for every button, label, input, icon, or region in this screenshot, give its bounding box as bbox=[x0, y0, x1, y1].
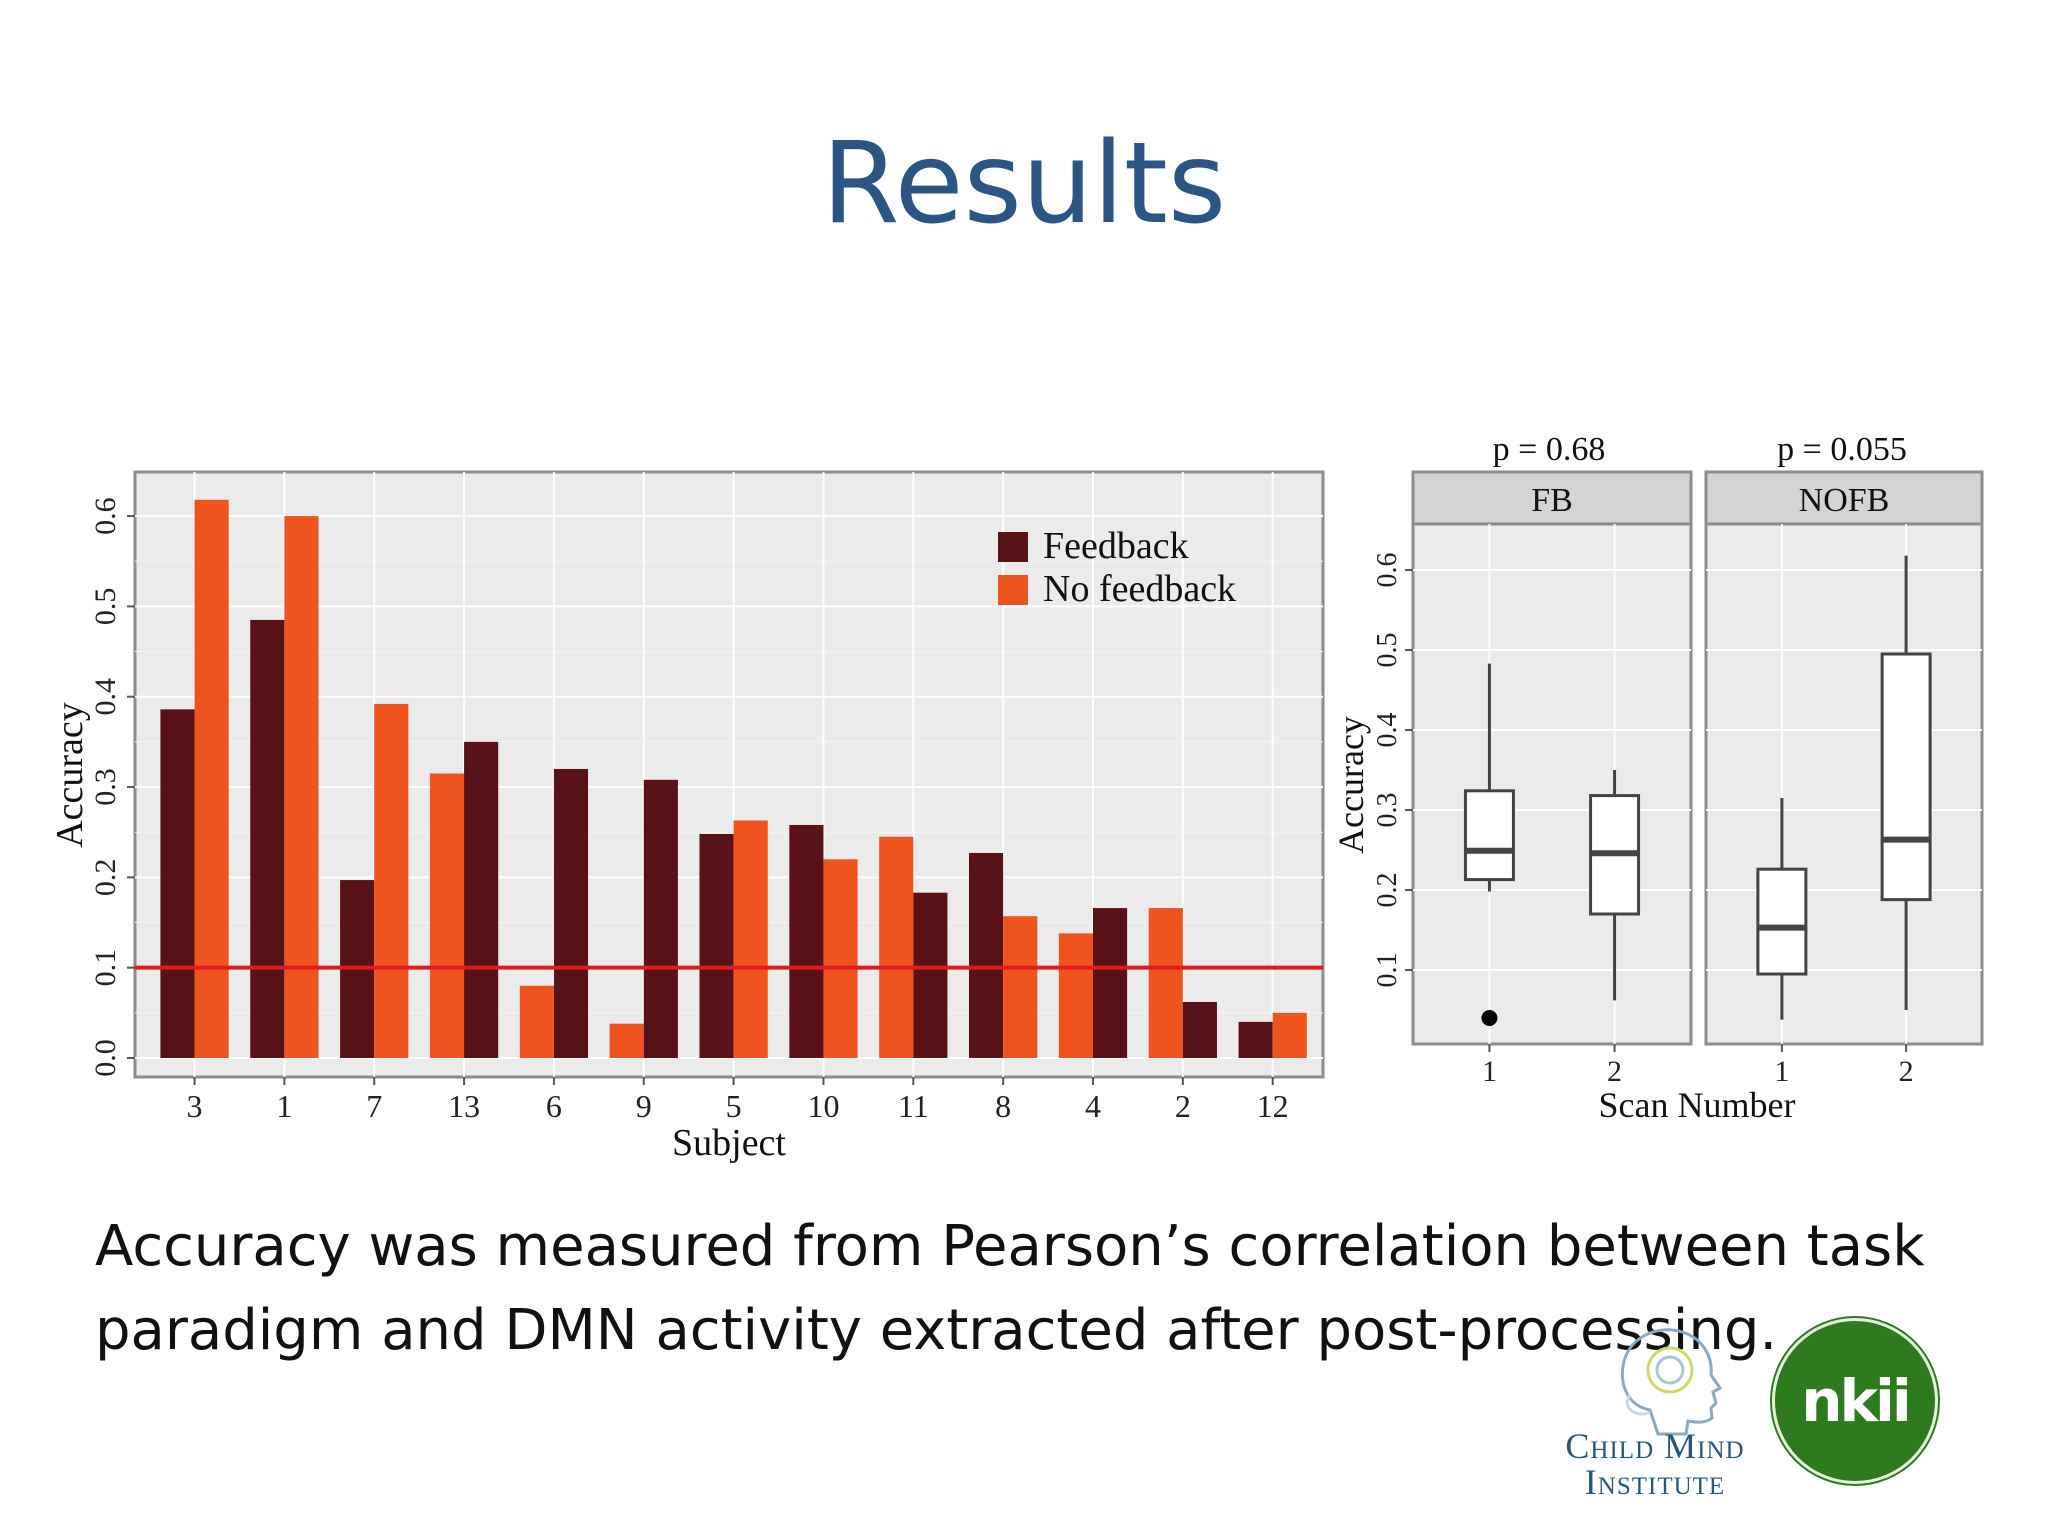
box-panel-fb-strip-label: FB bbox=[1531, 482, 1573, 519]
bar-feedback-5 bbox=[699, 834, 734, 1058]
bar-x-tick-label: 8 bbox=[995, 1088, 1011, 1124]
nkii-logo-text: nkii bbox=[1801, 1367, 1912, 1435]
bar-no-feedback-11 bbox=[879, 836, 914, 1058]
box-x-tick-label: 2 bbox=[1607, 1055, 1622, 1088]
bar-feedback-1 bbox=[250, 619, 285, 1058]
bar-no-feedback-6 bbox=[519, 985, 554, 1058]
bar-chart: 0.00.10.20.30.40.50.6 3 1 7 13 6 9 5 10 11 8 4 2 12 … bbox=[49, 470, 1325, 1164]
box-iqr-nofb-1 bbox=[1756, 867, 1808, 976]
bar-chart-y-ticks: 0.0 0.1 0.2 0.3 0.4 0.5 0.6 bbox=[89, 497, 135, 1077]
bar-feedback-10 bbox=[789, 824, 824, 1058]
bar-x-tick-label: 3 bbox=[187, 1088, 203, 1124]
bar-feedback-11 bbox=[913, 892, 948, 1058]
bar-feedback-6 bbox=[553, 768, 589, 1058]
bar-y-tick-label: 0.5 bbox=[89, 588, 122, 626]
bar-chart-x-ticks: 3 1 7 13 6 9 5 10 11 8 4 2 12 bbox=[187, 1077, 1289, 1124]
box-y-tick-label: 0.6 bbox=[1372, 553, 1403, 588]
box-plot-y-label: Accuracy bbox=[1331, 716, 1371, 854]
cmi-wordmark-line-2: Institute bbox=[1584, 1462, 1726, 1502]
bar-y-tick-label: 0.1 bbox=[89, 949, 122, 987]
box-iqr-fb-1 bbox=[1463, 789, 1515, 882]
box-x-tick-label: 2 bbox=[1899, 1055, 1914, 1088]
box-x-tick-label: 1 bbox=[1482, 1055, 1497, 1088]
box-y-tick-label: 0.2 bbox=[1372, 873, 1403, 908]
slide-title: Results bbox=[821, 119, 1227, 249]
head-profile-icon bbox=[1620, 1328, 1723, 1436]
bar-no-feedback-8 bbox=[1003, 916, 1038, 1058]
box-panel-nofb-strip bbox=[1704, 470, 1984, 526]
legend-swatch-feedback bbox=[998, 532, 1028, 562]
box-panel-fb-strip bbox=[1411, 470, 1693, 526]
box-y-tick-label: 0.4 bbox=[1372, 713, 1403, 748]
bar-no-feedback-4 bbox=[1058, 933, 1093, 1058]
bar-y-tick-label: 0.3 bbox=[89, 768, 122, 806]
bar-feedback-4 bbox=[1092, 908, 1128, 1058]
box-outlier-point bbox=[1481, 1010, 1498, 1026]
bar-no-feedback-10 bbox=[823, 859, 858, 1058]
bar-feedback-3 bbox=[160, 709, 195, 1058]
child-mind-institute-logo bbox=[1620, 1328, 1723, 1436]
bar-no-feedback-5 bbox=[733, 820, 768, 1058]
bar-x-tick-label: 2 bbox=[1175, 1088, 1191, 1124]
bar-feedback-12 bbox=[1238, 1021, 1273, 1058]
box-plot-chart: p = 0.68 FB p = 0.055 NOFB 0.10.20.30.40… bbox=[1331, 431, 1984, 1125]
bar-x-tick-label: 12 bbox=[1257, 1088, 1289, 1124]
cmi-wordmark-line-1: Child Mind bbox=[1565, 1426, 1745, 1466]
bar-chart-legend: Feedback No feedback bbox=[998, 525, 1236, 610]
slide-caption: Accuracy was measured from Pearson’s cor… bbox=[95, 1205, 1995, 1373]
box-panel-nofb-strip-label: NOFB bbox=[1799, 482, 1890, 519]
box-panel-fb-area bbox=[1411, 522, 1693, 1046]
legend-label-feedback: Feedback bbox=[1043, 525, 1189, 567]
child-mind-institute-wordmark: Child Mind Institute bbox=[1530, 1428, 1780, 1500]
legend-label-no-feedback: No feedback bbox=[1043, 568, 1236, 610]
caption-line-1: Accuracy was measured from Pearson’s cor… bbox=[95, 1214, 1925, 1279]
bar-feedback-8 bbox=[969, 852, 1004, 1058]
bar-y-tick-label: 0.2 bbox=[89, 859, 122, 897]
box-panel-fb: p = 0.68 FB bbox=[1411, 431, 1693, 1046]
bar-feedback-9 bbox=[643, 779, 678, 1058]
bar-y-tick-label: 0.4 bbox=[89, 678, 122, 716]
bar-x-tick-label: 4 bbox=[1085, 1088, 1101, 1124]
bar-x-tick-label: 11 bbox=[898, 1088, 929, 1124]
box-plot-x-ticks: 1 2 1 2 bbox=[1482, 1044, 1914, 1088]
bar-no-feedback-12 bbox=[1272, 1012, 1307, 1058]
bar-no-feedback-7 bbox=[374, 703, 409, 1058]
legend-swatch-no-feedback bbox=[998, 575, 1028, 605]
box-panel-nofb: p = 0.055 NOFB bbox=[1704, 431, 1984, 1046]
box-y-tick-label: 0.5 bbox=[1372, 633, 1403, 668]
bar-chart-x-label: Subject bbox=[672, 1122, 786, 1164]
box-panel-nofb-pvalue: p = 0.055 bbox=[1777, 431, 1907, 468]
box-iqr-nofb-2 bbox=[1880, 652, 1932, 902]
box-y-tick-label: 0.1 bbox=[1372, 953, 1403, 988]
bar-chart-y-label: Accuracy bbox=[49, 702, 91, 848]
box-panel-fb-pvalue: p = 0.68 bbox=[1493, 431, 1606, 468]
bar-y-tick-label: 0.0 bbox=[89, 1039, 122, 1077]
bar-x-tick-label: 6 bbox=[546, 1088, 562, 1124]
box-x-tick-label: 1 bbox=[1774, 1055, 1789, 1088]
bar-feedback-2 bbox=[1182, 1002, 1217, 1058]
bar-x-tick-label: 9 bbox=[636, 1088, 652, 1124]
bar-x-tick-label: 13 bbox=[448, 1088, 480, 1124]
caption-line-2: paradigm and DMN activity extracted afte… bbox=[95, 1298, 1778, 1363]
bar-x-tick-label: 10 bbox=[807, 1088, 839, 1124]
bar-x-tick-label: 7 bbox=[366, 1088, 382, 1124]
bar-x-tick-label: 5 bbox=[726, 1088, 742, 1124]
bar-no-feedback-1 bbox=[284, 516, 319, 1058]
box-panel-nofb-area bbox=[1704, 522, 1984, 1046]
bar-no-feedback-3 bbox=[194, 499, 229, 1058]
box-plot-y-ticks: 0.1 0.2 0.3 0.4 0.5 0.6 bbox=[1372, 553, 1413, 988]
bar-y-tick-label: 0.6 bbox=[89, 497, 122, 535]
nkii-logo: nkii bbox=[1772, 1318, 1938, 1484]
box-plot-marks bbox=[1463, 555, 1932, 1026]
bar-no-feedback-13 bbox=[429, 773, 465, 1058]
box-y-tick-label: 0.3 bbox=[1372, 793, 1403, 828]
bar-no-feedback-2 bbox=[1148, 908, 1183, 1058]
bar-feedback-13 bbox=[464, 741, 499, 1058]
bar-x-tick-label: 1 bbox=[276, 1088, 292, 1124]
box-plot-x-label: Scan Number bbox=[1599, 1085, 1796, 1125]
bar-no-feedback-9 bbox=[609, 1023, 644, 1058]
